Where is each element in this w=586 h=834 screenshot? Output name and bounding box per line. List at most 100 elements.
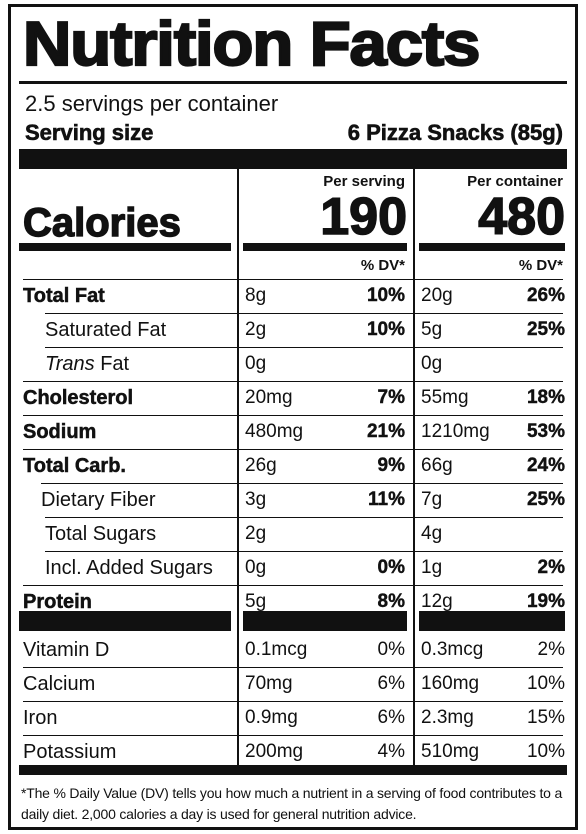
container-dv: 19% (526, 591, 565, 612)
serving-dv: 10% (366, 285, 405, 306)
nutrient-name: Total Fat (23, 285, 105, 308)
container-dv: 25% (526, 489, 565, 510)
container-dv: 15% (526, 707, 565, 728)
container-dv: 10% (526, 741, 565, 762)
dv-heading-container: % DV* (518, 257, 563, 274)
serving-amount: 70mg (245, 673, 293, 694)
row-rule (45, 551, 563, 552)
vitamin-row: Vitamin D 0.1mcg 0% 0.3mcg 2% (11, 633, 575, 667)
title-rule (19, 81, 567, 84)
row-rule (45, 313, 563, 314)
serving-amount: 0.9mg (245, 707, 298, 728)
serving-dv: 6% (377, 673, 405, 694)
thick-bar-mid-1 (19, 611, 231, 631)
container-amount: 7g (421, 489, 443, 510)
container-amount: 0.3mcg (421, 639, 484, 660)
row-rule (23, 415, 563, 416)
container-amount: 160mg (421, 673, 480, 694)
vitamin-name: Calcium (23, 673, 96, 695)
per-serving-heading: Per serving (323, 173, 405, 190)
nutrient-row: Total Sugars 2g 4g (11, 517, 575, 551)
serving-amount: 200mg (245, 741, 304, 762)
container-amount: 5g (421, 319, 443, 340)
footnote: *The % Daily Value (DV) tells you how mu… (21, 785, 563, 822)
row-rule (23, 381, 563, 382)
container-amount: 66g (421, 455, 453, 476)
calories-bar-1 (19, 243, 231, 251)
serving-amount: 20mg (245, 387, 293, 408)
container-dv: 10% (526, 673, 565, 694)
serving-dv: 0% (377, 639, 405, 660)
thick-bar-bottom (19, 765, 567, 775)
nutrient-name: Cholesterol (23, 387, 134, 410)
container-amount: 55mg (421, 387, 469, 408)
serving-dv: 9% (377, 455, 405, 476)
container-dv: 18% (526, 387, 565, 408)
serving-amount: 0g (245, 557, 267, 578)
container-amount: 0g (421, 353, 443, 374)
serving-amount: 0g (245, 353, 267, 374)
container-dv: 2% (537, 557, 565, 578)
serving-dv: 8% (377, 591, 405, 612)
column-divider-2 (413, 169, 415, 770)
container-dv: 25% (526, 319, 565, 340)
container-amount: 20g (421, 285, 453, 306)
row-rule (23, 667, 563, 668)
vitamin-row: Calcium 70mg 6% 160mg 10% (11, 667, 575, 701)
vitamin-row: Potassium 200mg 4% 510mg 10% (11, 735, 575, 769)
nutrient-name: Sodium (23, 421, 97, 444)
serving-amount: 0.1mcg (245, 639, 308, 660)
nutrient-name-italic: Trans (45, 353, 95, 375)
serving-amount: 5g (245, 591, 267, 612)
serving-amount: 26g (245, 455, 277, 476)
servings-per-container: 2.5 servings per container (25, 91, 279, 116)
nutrient-row: Cholesterol 20mg 7% 55mg 18% (11, 381, 575, 415)
column-divider-1 (237, 169, 239, 770)
nutrient-row: Incl. Added Sugars 0g 0% 1g 2% (11, 551, 575, 585)
serving-dv: 11% (368, 489, 405, 510)
thick-bar-top (19, 149, 567, 169)
serving-size-value: 6 Pizza Snacks (85g) (347, 120, 563, 146)
vitamin-row: Iron 0.9mg 6% 2.3mg 15% (11, 701, 575, 735)
nutrient-name: Protein (23, 591, 92, 614)
serving-dv: 6% (377, 707, 405, 728)
container-amount: 12g (421, 591, 453, 612)
thick-bar-mid-3 (419, 611, 565, 631)
serving-dv: 10% (366, 319, 405, 340)
row-rule (23, 701, 563, 702)
serving-dv: 4% (377, 741, 405, 762)
container-dv: 26% (526, 285, 565, 306)
row-rule (23, 585, 563, 586)
dv-heading-serving: % DV* (360, 257, 405, 274)
nutrient-name: Saturated Fat (45, 319, 167, 341)
container-amount: 4g (421, 523, 443, 544)
vitamin-name: Iron (23, 707, 58, 729)
nutrient-row: Total Fat 8g 10% 20g 26% (11, 279, 575, 313)
container-dv: 53% (526, 421, 565, 442)
label-title: Nutrition Facts (22, 9, 482, 80)
calories-bar-2 (243, 243, 407, 251)
serving-amount: 2g (245, 319, 267, 340)
calories-per-serving: 190 (319, 188, 407, 246)
serving-amount: 8g (245, 285, 267, 306)
container-amount: 2.3mg (421, 707, 474, 728)
vitamin-name: Potassium (23, 741, 117, 763)
calories-bar-3 (419, 243, 565, 251)
nutrient-name: Incl. Added Sugars (45, 557, 213, 579)
calories-per-container: 480 (477, 188, 565, 246)
row-rule (23, 279, 563, 280)
serving-dv: 21% (366, 421, 405, 442)
nutrient-name: Dietary Fiber (41, 489, 156, 511)
row-rule (23, 735, 563, 736)
serving-size-label: Serving size (25, 120, 154, 146)
serving-dv: 7% (377, 387, 405, 408)
nutrient-row: Trans Fat 0g 0g (11, 347, 575, 381)
serving-amount: 2g (245, 523, 267, 544)
nutrient-name: Total Carb. (23, 455, 126, 478)
nutrient-name: Total Sugars (45, 523, 157, 545)
container-amount: 510mg (421, 741, 480, 762)
nutrient-row: Dietary Fiber 3g 11% 7g 25% (11, 483, 575, 517)
nutrition-facts-label: Nutrition Facts 2.5 servings per contain… (8, 4, 578, 830)
container-dv: 24% (526, 455, 565, 476)
container-amount: 1210mg (421, 421, 490, 442)
